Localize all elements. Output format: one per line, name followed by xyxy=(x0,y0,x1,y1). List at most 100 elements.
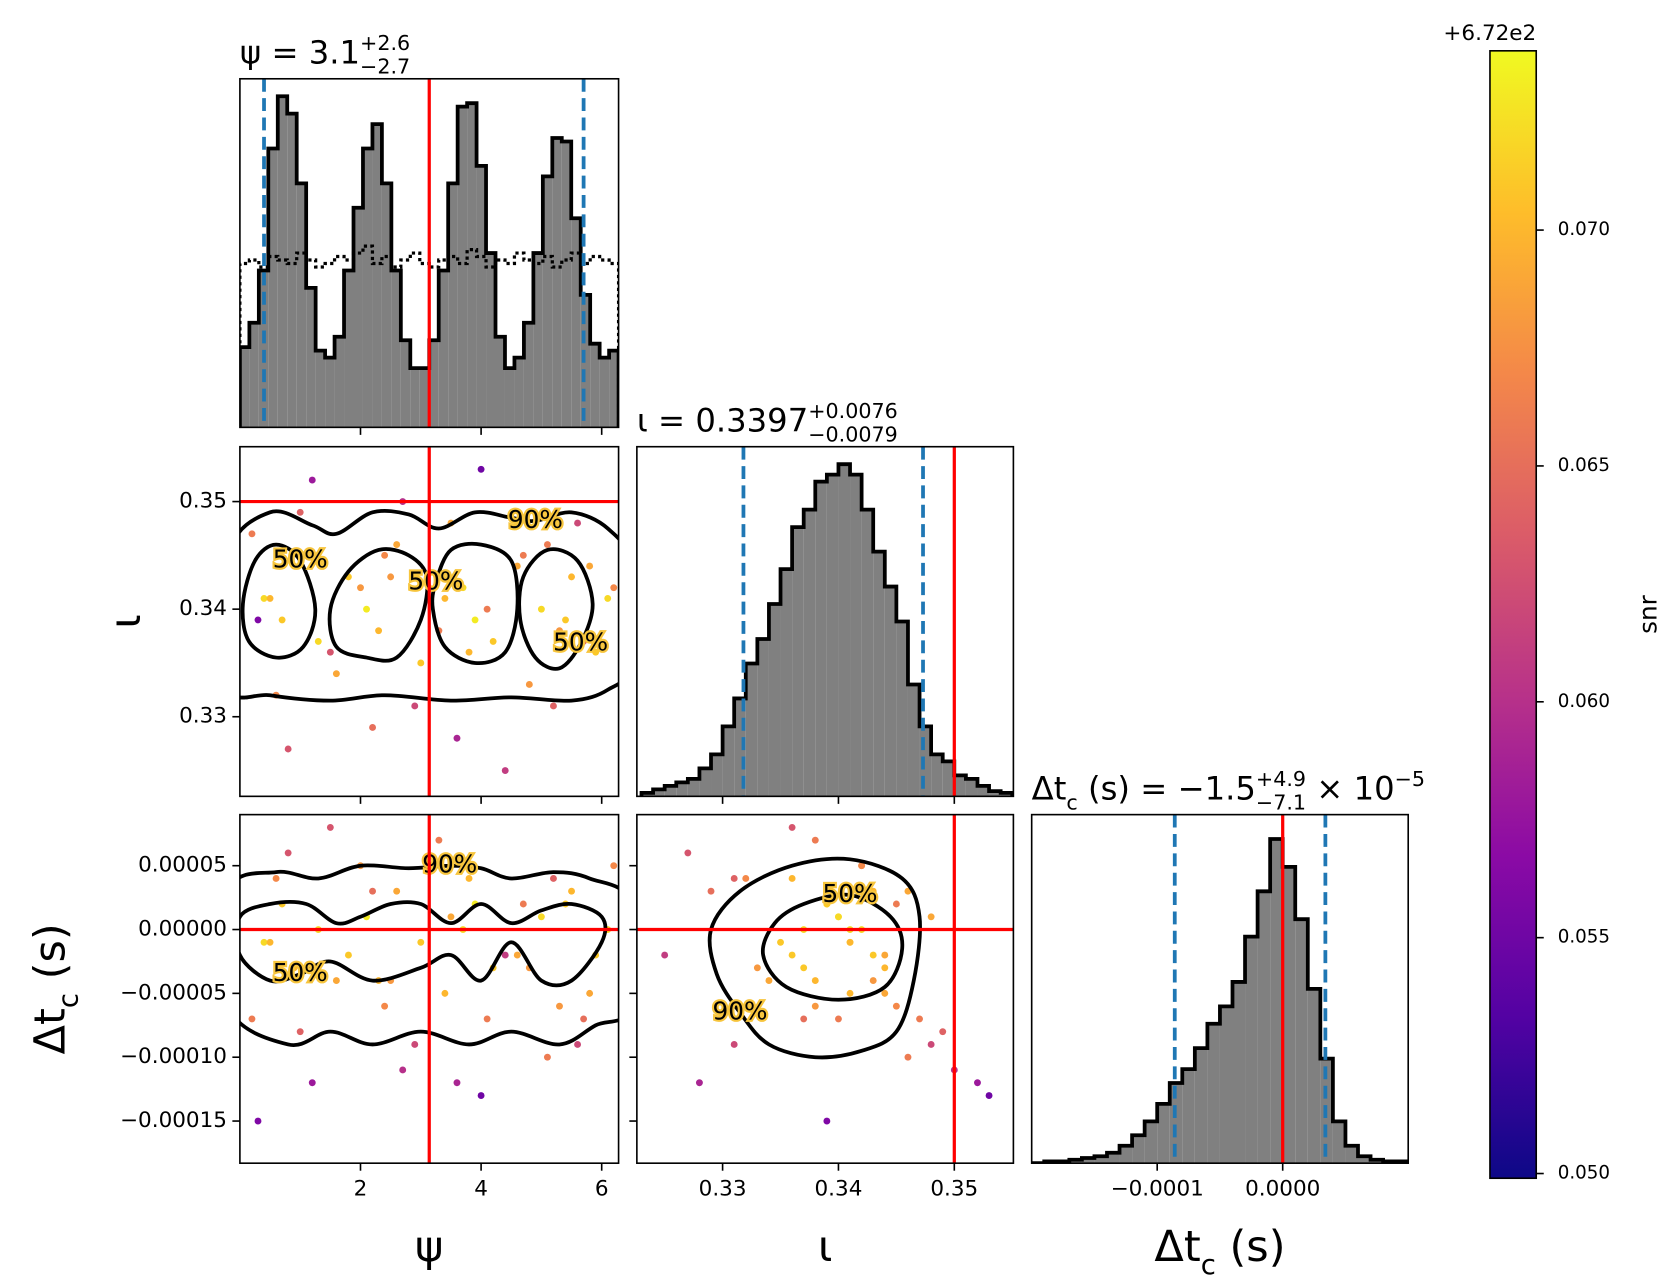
sample-point xyxy=(266,938,274,946)
sample-point xyxy=(543,1053,551,1061)
sample-point xyxy=(788,875,796,882)
hist-bar xyxy=(873,551,885,797)
hist-bar xyxy=(676,782,688,797)
sample-point xyxy=(550,702,557,710)
sample-point xyxy=(592,648,600,656)
y-tick-label: 0.35 xyxy=(179,489,227,514)
label-part: ψ = 3.1 xyxy=(240,34,360,72)
sample-point xyxy=(357,584,364,592)
label-part: ι xyxy=(101,614,151,629)
hist-bar xyxy=(258,270,269,428)
hist-bar xyxy=(1282,866,1296,1164)
hist-bar xyxy=(438,270,449,428)
sample-point xyxy=(417,938,425,946)
sample-point xyxy=(574,519,582,527)
panel xyxy=(1031,814,1409,1164)
hist-bar xyxy=(1132,1135,1145,1164)
sample-point xyxy=(326,823,334,831)
label-part: (s) xyxy=(1216,1222,1286,1272)
hist-bar xyxy=(1232,981,1246,1164)
label-group: ι xyxy=(101,614,151,629)
y-tick-label: −0.00005 xyxy=(120,980,227,1005)
sample-point xyxy=(835,913,842,921)
hist-bar xyxy=(296,183,307,428)
x-tick-label: 0.33 xyxy=(699,1176,747,1201)
hist-bar xyxy=(1245,936,1258,1164)
sample-point xyxy=(574,1040,582,1048)
hist-bar xyxy=(410,368,420,428)
hist-bar xyxy=(467,103,477,428)
hist-bar xyxy=(1169,1083,1183,1164)
x-tick-label: 0.35 xyxy=(930,1176,978,1201)
hist-bar xyxy=(699,768,712,797)
sample-point xyxy=(272,875,280,882)
sample-point xyxy=(800,1015,808,1023)
sample-point xyxy=(707,887,715,895)
sample-point xyxy=(846,989,854,997)
hist-bar xyxy=(745,663,758,797)
contour xyxy=(239,509,619,703)
hist-bar xyxy=(1081,1157,1095,1164)
sample-point xyxy=(344,951,352,959)
panel xyxy=(239,78,619,428)
sample-point xyxy=(742,875,750,882)
sample-point xyxy=(483,605,491,613)
label-part: ι = 0.3397 xyxy=(637,402,808,440)
label-part: +2.6 xyxy=(360,31,410,55)
hist-bar xyxy=(1358,1156,1371,1164)
label-part: × 10 xyxy=(1306,770,1395,808)
sample-point xyxy=(846,938,854,946)
sample-point xyxy=(363,605,370,613)
sample-point xyxy=(332,977,340,985)
sample-point xyxy=(556,1002,563,1010)
sample-point xyxy=(290,562,298,570)
sample-point xyxy=(501,767,509,774)
label-part: Δt xyxy=(1154,1222,1200,1272)
hist-bar xyxy=(315,350,326,428)
hist-bar xyxy=(826,474,839,797)
sample-point xyxy=(284,745,292,753)
sample-point xyxy=(375,627,383,635)
hist-bar xyxy=(504,368,515,428)
hist-bar xyxy=(372,124,382,428)
hist-bar xyxy=(457,106,468,428)
hist-bar xyxy=(1119,1145,1133,1164)
sample-point xyxy=(811,1002,819,1010)
sample-point xyxy=(477,465,485,473)
sample-point xyxy=(477,1092,485,1099)
colorbar-tick-label: 0.050 xyxy=(1558,1163,1610,1184)
label-group: ψ xyxy=(415,1222,443,1272)
sample-point xyxy=(393,887,401,895)
y-tick-label: −0.00015 xyxy=(120,1108,227,1133)
label-part: −5 xyxy=(1395,767,1425,791)
hist-bar xyxy=(486,253,496,428)
sample-point xyxy=(489,637,497,645)
sample-point xyxy=(556,627,563,635)
hist-bar xyxy=(722,726,735,797)
sample-point xyxy=(881,964,889,972)
sample-point xyxy=(284,849,292,857)
sample-point xyxy=(869,977,877,985)
hist-bar xyxy=(850,474,862,797)
hist-bar xyxy=(419,368,430,428)
sample-point xyxy=(332,670,340,678)
contour-label: 90% xyxy=(712,997,767,1026)
hist-bar xyxy=(977,785,990,797)
sample-point xyxy=(835,1015,842,1023)
panel-frame xyxy=(239,445,620,798)
sample-point xyxy=(788,823,796,831)
hist-bar xyxy=(1345,1145,1359,1164)
sample-point xyxy=(904,1053,912,1061)
sample-point xyxy=(266,594,274,602)
hist-bar xyxy=(1219,1006,1233,1164)
x-tick-label: 0.0000 xyxy=(1245,1176,1320,1201)
hist-bar xyxy=(942,761,955,797)
sample-point xyxy=(308,476,316,484)
hist-bar xyxy=(287,113,297,428)
sample-point xyxy=(308,1079,316,1087)
hist-bar xyxy=(1157,1103,1170,1164)
sample-point xyxy=(260,938,268,946)
